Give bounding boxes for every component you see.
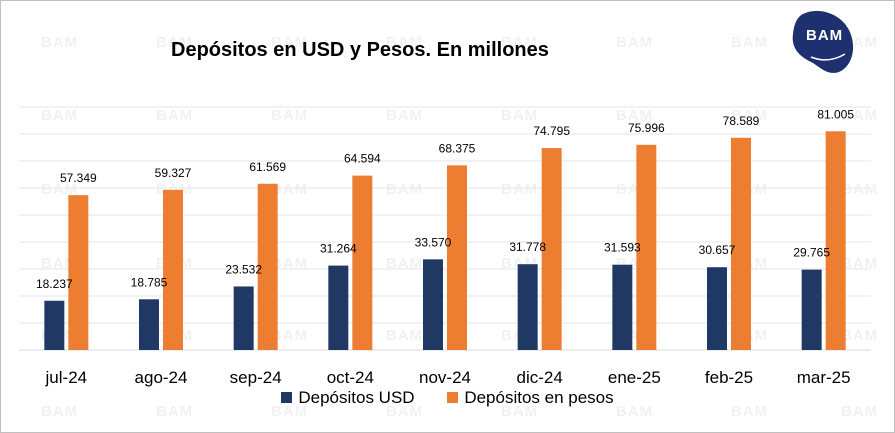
data-label-pesos: 81.005 — [817, 107, 854, 121]
data-label-usd: 18.785 — [131, 275, 168, 289]
data-label-usd: 18.237 — [36, 277, 73, 291]
data-label-usd: 31.778 — [509, 240, 546, 254]
data-label-usd: 31.264 — [320, 242, 357, 256]
x-tick-label: feb-25 — [705, 368, 753, 387]
legend-label-usd: Depósitos USD — [298, 388, 415, 407]
bar-pesos — [68, 195, 89, 350]
logo-text: BAM — [806, 27, 844, 44]
bars — [44, 131, 846, 350]
legend-swatch-usd — [281, 392, 293, 404]
chart-title: Depósitos en USD y Pesos. En millones — [171, 39, 549, 61]
bar-pesos — [447, 165, 467, 350]
data-label-pesos: 57.349 — [60, 171, 97, 185]
bar-usd — [233, 286, 254, 350]
x-tick-label: jul-24 — [45, 368, 88, 387]
data-label-pesos: 74.795 — [533, 124, 570, 138]
legend-item-usd: Depósitos USD — [281, 388, 415, 408]
data-label-pesos: 68.375 — [439, 141, 476, 155]
x-tick-label: oct-24 — [327, 368, 374, 387]
bar-pesos — [636, 144, 657, 350]
data-label-usd: 33.570 — [415, 235, 452, 249]
x-tick-label: sep-24 — [230, 368, 282, 387]
data-label-pesos: 61.569 — [249, 160, 286, 174]
data-labels: 18.237 57.349 18.785 59.327 23.532 61.569 31.2… — [36, 107, 854, 290]
legend-label-pesos: Depósitos en pesos — [464, 388, 614, 407]
bar-pesos — [825, 131, 846, 350]
bar-usd — [801, 269, 822, 350]
data-label-pesos: 64.594 — [344, 152, 381, 166]
legend-swatch-pesos — [447, 392, 459, 404]
bar-pesos — [163, 189, 183, 350]
bar-usd — [612, 264, 633, 350]
bar-usd — [707, 267, 727, 350]
x-tick-label: dic-24 — [517, 368, 563, 387]
legend-item-pesos: Depósitos en pesos — [447, 388, 614, 408]
data-label-pesos: 75.996 — [628, 121, 665, 135]
bar-usd — [139, 299, 159, 350]
bar-pesos — [731, 137, 751, 350]
bar-pesos — [257, 183, 278, 350]
legend: Depósitos USD Depósitos en pesos — [1, 388, 894, 408]
bar-usd — [423, 259, 443, 350]
bam-logo — [792, 10, 854, 73]
x-axis-tick-labels: jul-24 ago-24 sep-24 oct-24 nov-24 dic-24 ene-… — [45, 368, 851, 387]
data-label-usd: 31.593 — [604, 241, 641, 255]
data-label-usd: 29.765 — [793, 246, 830, 260]
x-tick-label: mar-25 — [797, 368, 851, 387]
data-label-usd: 30.657 — [699, 243, 736, 257]
data-label-usd: 23.532 — [225, 262, 262, 276]
x-tick-label: ene-25 — [608, 368, 661, 387]
bar-pesos — [352, 175, 373, 350]
x-tick-label: ago-24 — [135, 368, 188, 387]
bar-pesos — [541, 148, 562, 350]
data-label-pesos: 78.589 — [723, 114, 760, 128]
data-label-pesos: 59.327 — [155, 166, 192, 180]
bar-usd — [517, 264, 538, 350]
x-tick-label: nov-24 — [419, 368, 471, 387]
bar-usd — [44, 300, 65, 350]
gridlines — [19, 106, 871, 351]
bar-usd — [328, 265, 349, 350]
